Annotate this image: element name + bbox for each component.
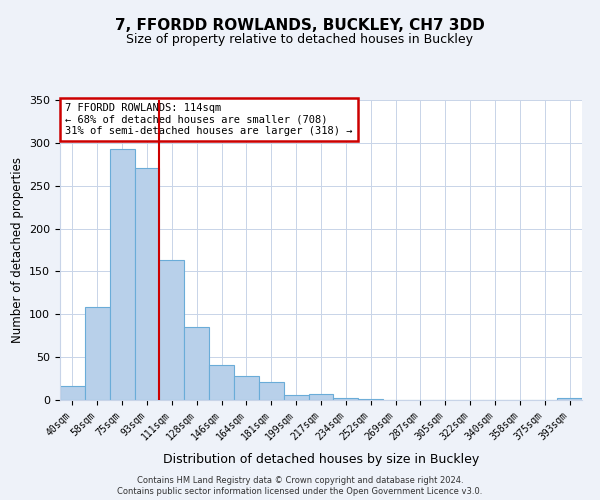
Text: Contains public sector information licensed under the Open Government Licence v3: Contains public sector information licen… <box>118 488 482 496</box>
Bar <box>284 395 308 400</box>
X-axis label: Distribution of detached houses by size in Buckley: Distribution of detached houses by size … <box>163 453 479 466</box>
Bar <box>234 376 259 400</box>
Text: Size of property relative to detached houses in Buckley: Size of property relative to detached ho… <box>127 32 473 46</box>
Bar <box>110 149 134 400</box>
Bar <box>60 386 85 400</box>
Bar <box>557 398 582 400</box>
Bar <box>358 399 383 400</box>
Bar <box>259 382 284 400</box>
Bar <box>160 260 184 400</box>
Bar <box>308 394 334 400</box>
Y-axis label: Number of detached properties: Number of detached properties <box>11 157 23 343</box>
Bar <box>334 398 358 400</box>
Bar <box>85 308 110 400</box>
Text: 7 FFORDD ROWLANDS: 114sqm
← 68% of detached houses are smaller (708)
31% of semi: 7 FFORDD ROWLANDS: 114sqm ← 68% of detac… <box>65 103 353 136</box>
Text: 7, FFORDD ROWLANDS, BUCKLEY, CH7 3DD: 7, FFORDD ROWLANDS, BUCKLEY, CH7 3DD <box>115 18 485 32</box>
Text: Contains HM Land Registry data © Crown copyright and database right 2024.: Contains HM Land Registry data © Crown c… <box>137 476 463 485</box>
Bar <box>134 168 160 400</box>
Bar <box>209 365 234 400</box>
Bar <box>184 327 209 400</box>
